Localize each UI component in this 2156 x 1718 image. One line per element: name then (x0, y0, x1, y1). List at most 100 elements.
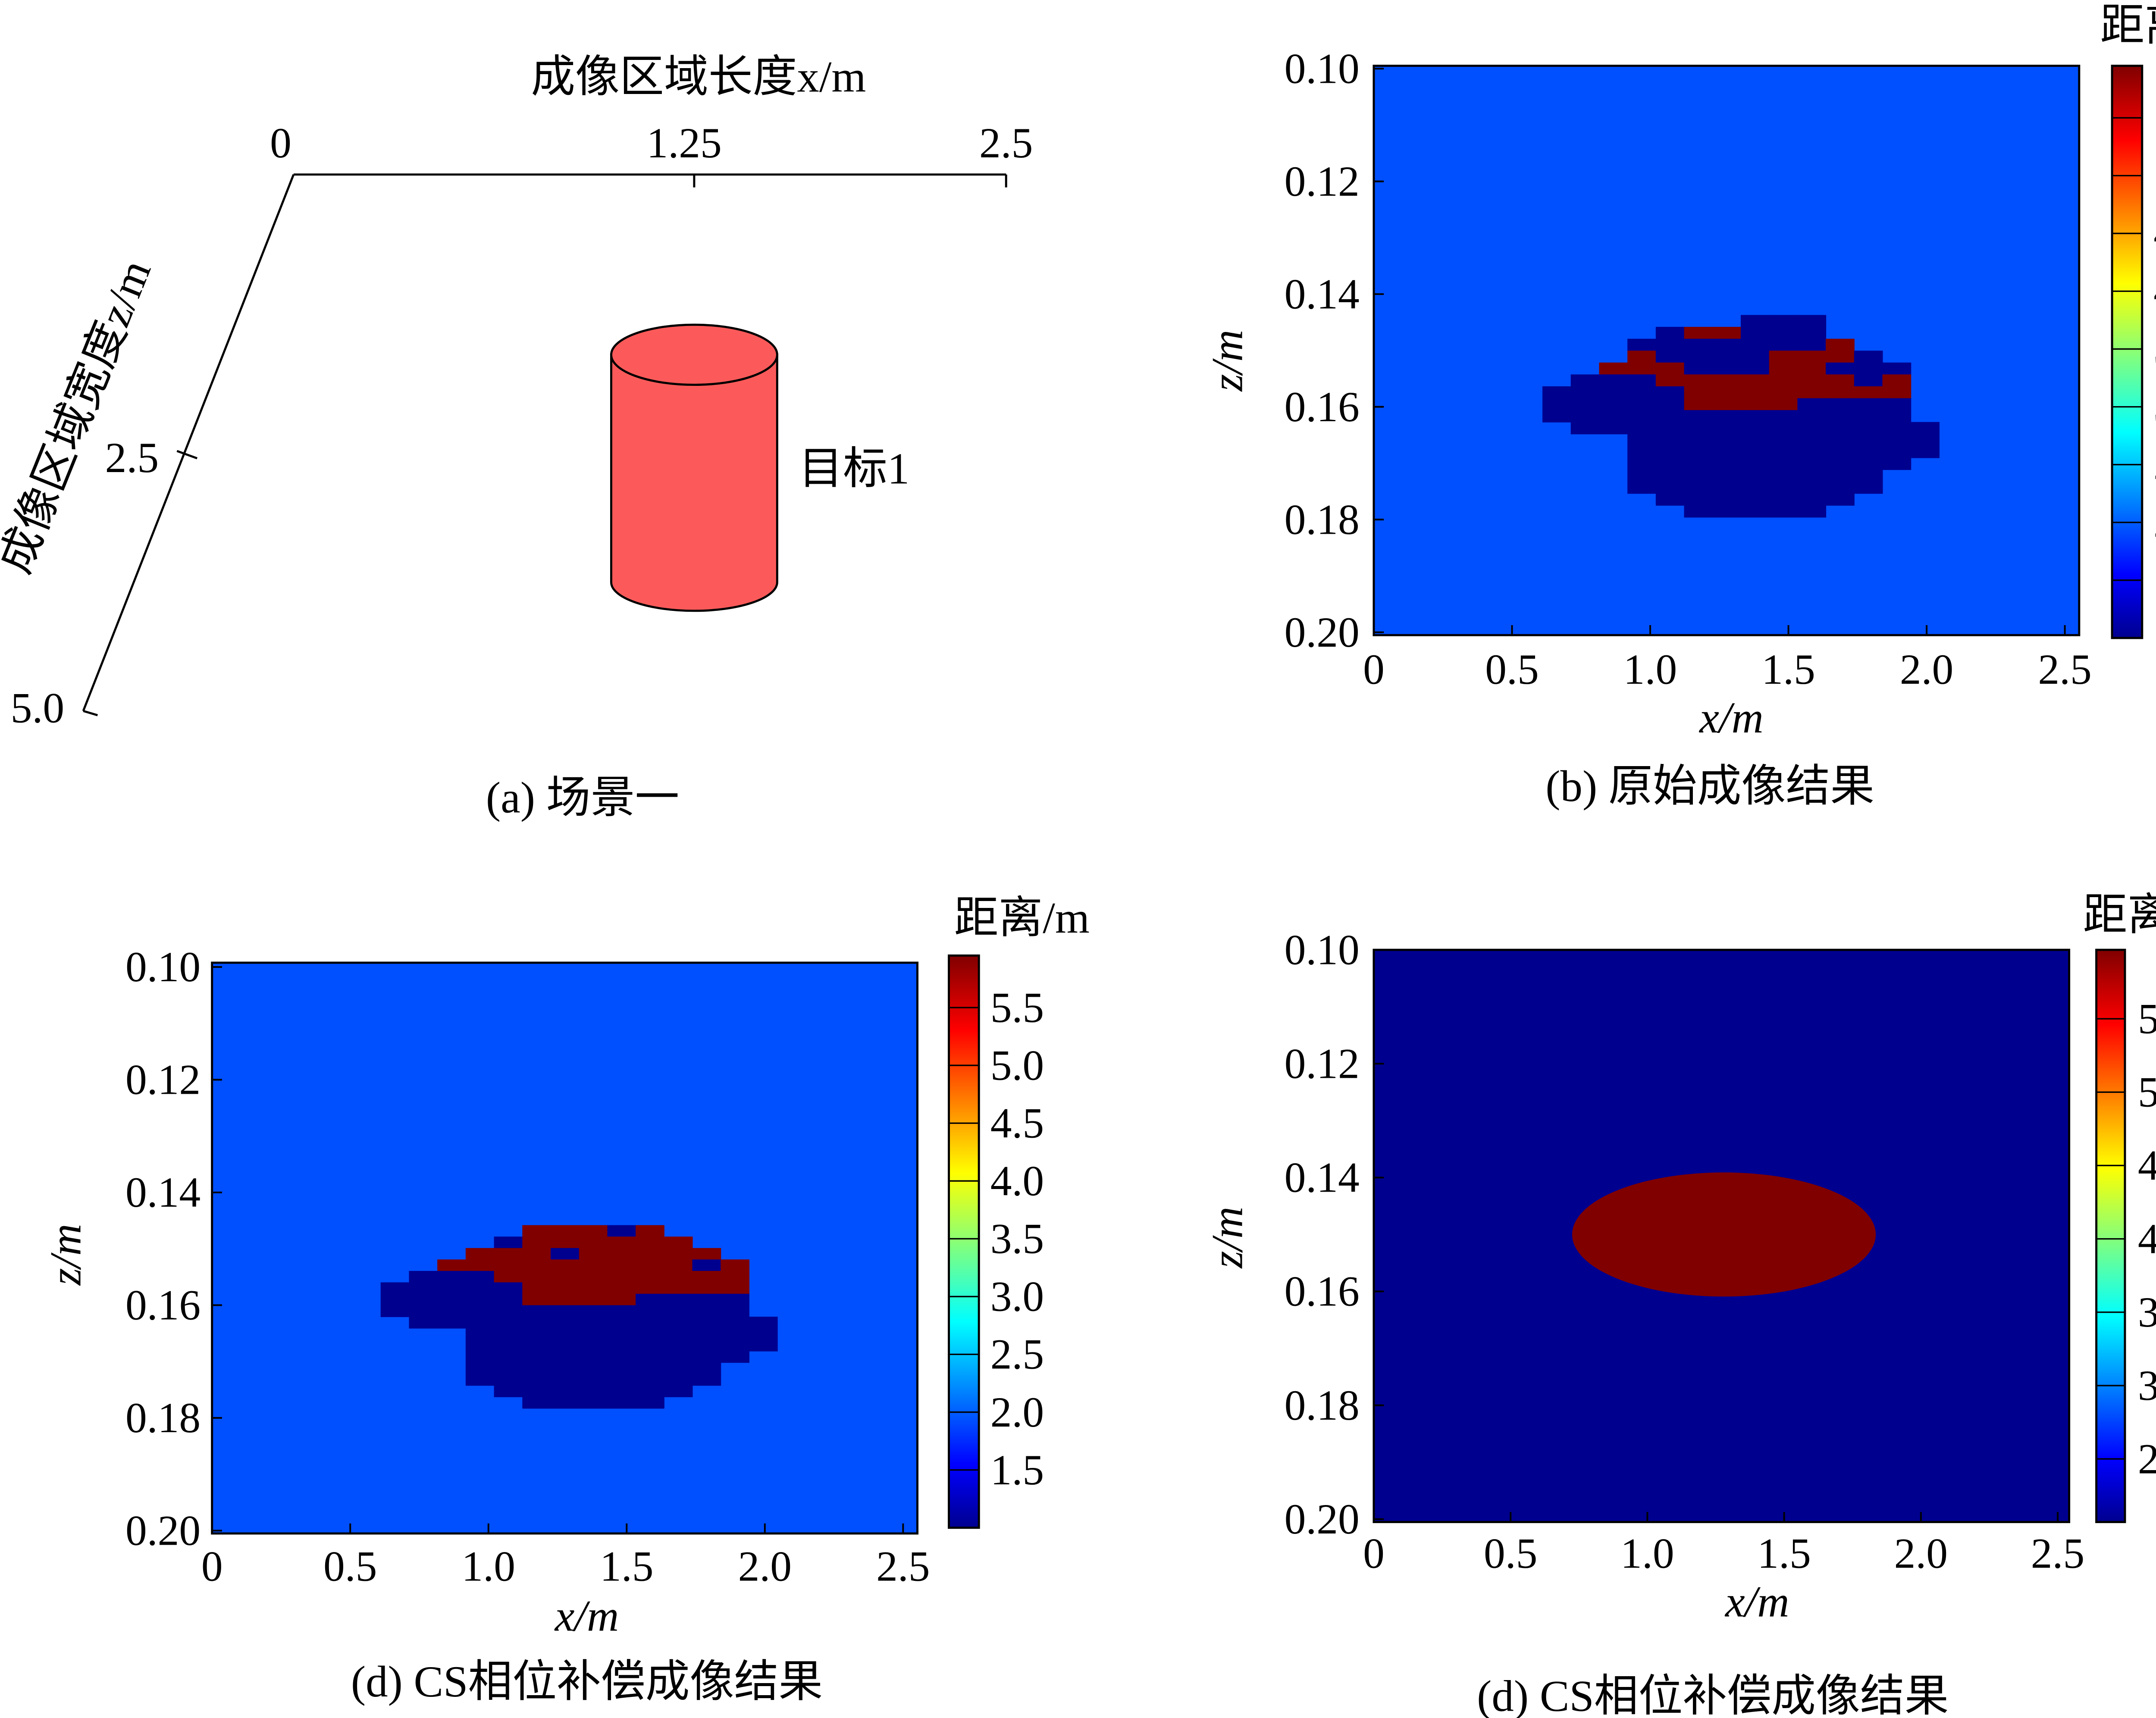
heatmap-cell (1854, 457, 1883, 470)
heatmap-cell (1712, 350, 1741, 363)
heatmap-cell (607, 1305, 636, 1317)
heatmap-cell (465, 1374, 495, 1386)
heatmap-cell (1627, 434, 1656, 446)
heatmap-cell (1826, 493, 1855, 506)
heatmap-cell (1712, 481, 1741, 494)
heatmap-cell (1627, 338, 1656, 351)
heatmap-cell (692, 1271, 721, 1283)
colorbar-tick-label: 4.5 (990, 1099, 1044, 1147)
heatmap-cell (1712, 398, 1741, 411)
heatmap-cell (550, 1328, 580, 1340)
heatmap-cell (494, 1236, 523, 1249)
x-tick-label: 1.5 (1757, 1530, 1811, 1577)
heatmap-cell (1655, 445, 1685, 458)
heatmap-cell (636, 1328, 664, 1340)
heatmap-cell (1740, 410, 1770, 422)
heatmap-cell (522, 1339, 551, 1352)
heatmap-cell (1740, 445, 1770, 458)
heatmap-cell (636, 1259, 664, 1271)
y-tick-label: 0.16 (1285, 383, 1360, 431)
colorbar-tick-label: 5.0 (990, 1041, 1044, 1089)
heatmap-cell (1599, 422, 1628, 435)
target-cylinder (610, 323, 778, 612)
heatmap-cell (1769, 350, 1798, 363)
colorbar-tick-label: 3.5 (2153, 325, 2156, 373)
heatmap-cell (522, 1328, 551, 1340)
heatmap-cell (692, 1351, 721, 1363)
heatmap-cell (579, 1248, 608, 1260)
heatmap-cell (636, 1385, 664, 1397)
x-axis-label: x/m (554, 1592, 619, 1641)
heatmap-cell (664, 1339, 693, 1352)
heatmap-cell (1740, 327, 1770, 339)
heatmap-cell (1627, 445, 1656, 458)
heatmap-cell (465, 1293, 495, 1306)
heatmap-cell (1769, 445, 1798, 458)
heatmap-cell (1740, 481, 1770, 494)
heatmap-cell (636, 1305, 664, 1317)
heatmap-cells (380, 1225, 778, 1409)
heatmap-cell (494, 1248, 523, 1260)
heatmap-cell (636, 1374, 664, 1386)
heatmap-cell (1769, 505, 1798, 518)
heatmap-cell (1684, 374, 1713, 387)
x-tick-label: 0.5 (1484, 1530, 1537, 1577)
heatmap-cell (1769, 434, 1798, 446)
colorbar-tick-label: 2.0 (2153, 498, 2156, 546)
heatmap-cell (1769, 327, 1798, 339)
colorbar-tick-label: 4.0 (2138, 1215, 2156, 1263)
heatmap-cell (1740, 422, 1770, 435)
x-tick-label: 1.25 (647, 119, 722, 167)
heatmap-cell (1826, 338, 1855, 351)
colorbar-gradient (2095, 948, 2126, 1523)
heatmap-cell (522, 1351, 551, 1363)
heatmap-cell (494, 1305, 523, 1317)
heatmap-cell (607, 1385, 636, 1397)
heatmap-cell (550, 1225, 580, 1237)
heatmap-cell (692, 1317, 721, 1329)
heatmap-cell (1911, 445, 1940, 458)
heatmap-cell (607, 1396, 636, 1409)
z-axis-line (82, 174, 295, 711)
heatmap-cell (465, 1259, 495, 1271)
colorbar-tick-label: 3.5 (990, 1215, 1044, 1263)
heatmap-cell (1655, 327, 1685, 339)
heatmap-cells (1572, 1172, 1876, 1297)
heatmap-cell (1570, 422, 1600, 435)
heatmap-cell (664, 1328, 693, 1340)
heatmap-cell (579, 1282, 608, 1294)
heatmap-cell (1684, 350, 1713, 363)
heatmap-cell (721, 1305, 749, 1317)
heatmap-cell (692, 1374, 721, 1386)
y-tick-label: 0.20 (1285, 608, 1360, 656)
colorbar: 5.5 5.0 4.5 4.0 3.5 3.0 2.5 2.0 1.5 距离/m (2100, 1, 2156, 639)
heatmap-cell (1712, 445, 1741, 458)
heatmap-cell (636, 1351, 664, 1363)
heatmap-cell (1712, 505, 1741, 518)
heatmap-cell (1740, 457, 1770, 470)
heatmap-cell (409, 1271, 438, 1283)
heatmap-cell (1740, 315, 1770, 328)
heatmap-cell (636, 1293, 664, 1306)
heatmap-cell (1570, 410, 1600, 422)
heatmap-cell (494, 1362, 523, 1374)
heatmap-cell (550, 1396, 580, 1409)
heatmap-cell (494, 1385, 523, 1397)
heatmap-cell (721, 1328, 749, 1340)
heatmap-cell (1570, 386, 1600, 399)
heatmap-cell (522, 1259, 551, 1271)
heatmap-cell (1826, 481, 1855, 494)
heatmap-cell (1854, 410, 1883, 422)
z-tick-label: 2.5 (105, 434, 159, 482)
plot-frame (211, 961, 919, 1535)
heatmap-cell (550, 1362, 580, 1374)
x-tick-label: 1.5 (600, 1542, 653, 1590)
x-tick-label: 1.0 (462, 1542, 515, 1590)
heatmap-cell (1797, 398, 1827, 411)
heatmap-cell (607, 1339, 636, 1352)
heatmap-cell (1655, 422, 1685, 435)
heatmap-cell (1712, 457, 1741, 470)
heatmap-cell (550, 1236, 580, 1249)
heatmap-cell (1655, 398, 1685, 411)
heatmap-cell (1797, 505, 1827, 518)
